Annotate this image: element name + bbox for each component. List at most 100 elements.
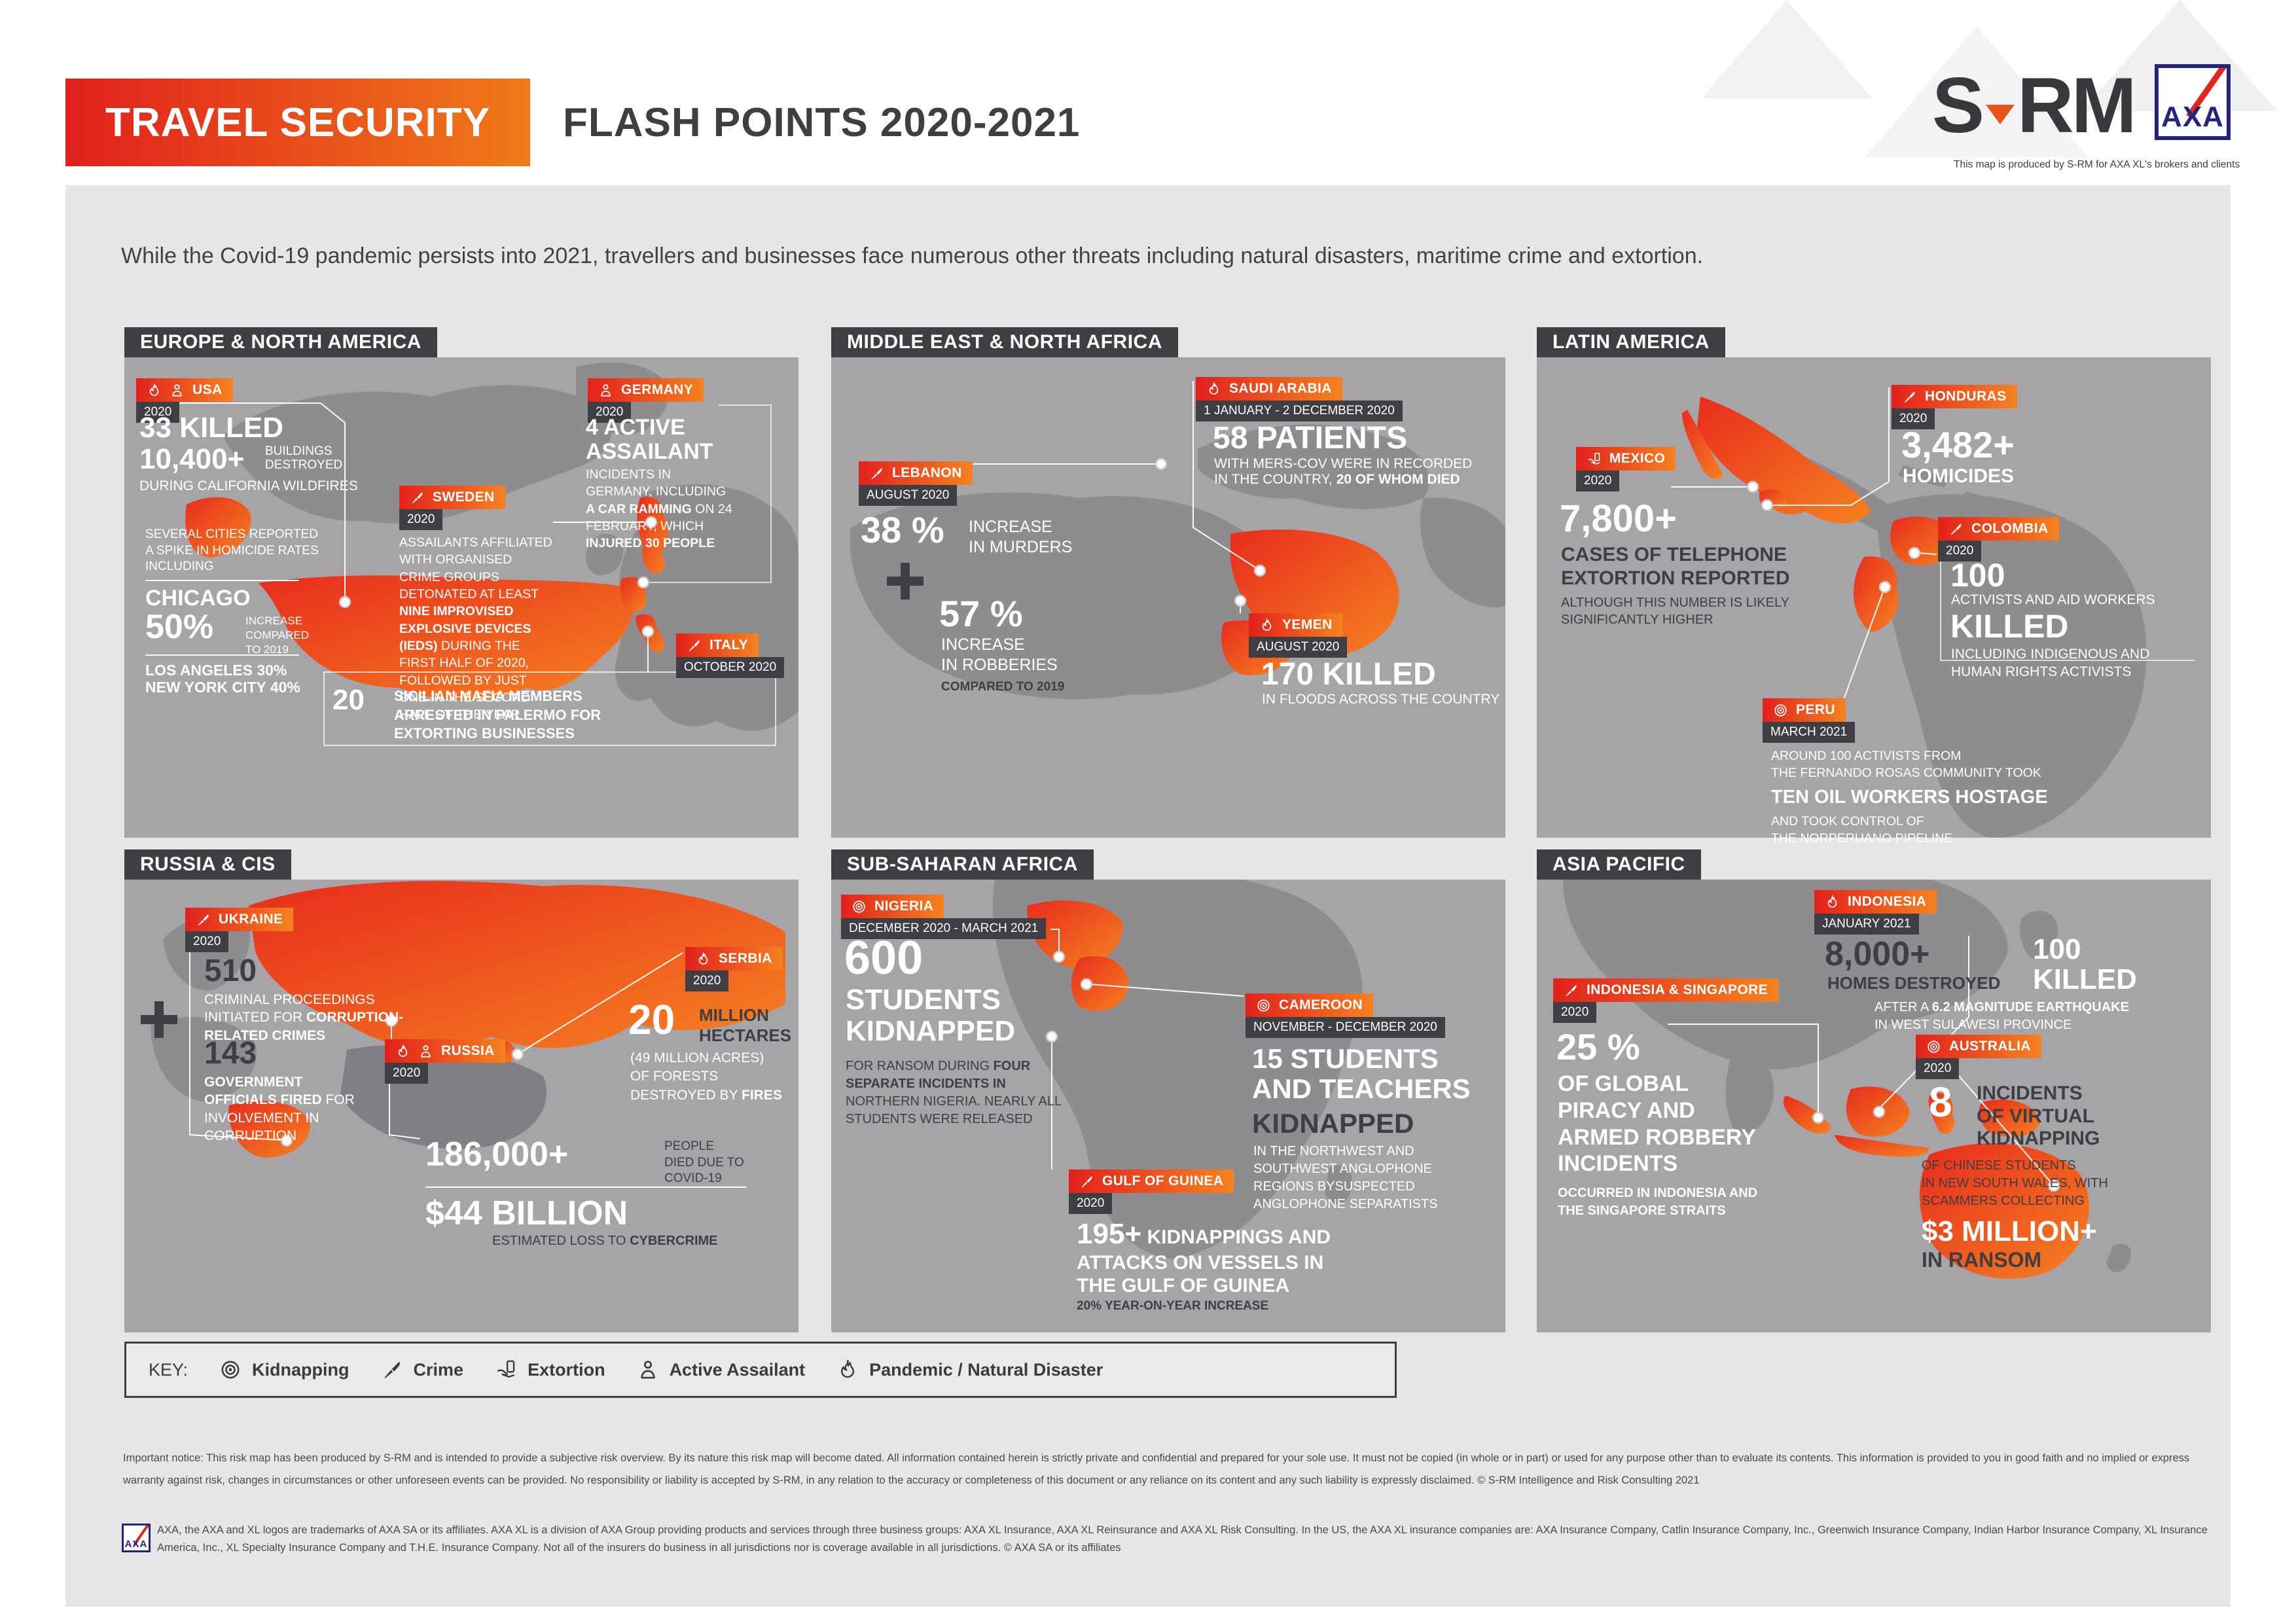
knife-icon (1948, 522, 1964, 537)
flame-icon (1206, 382, 1221, 397)
callout-tag-ukraine: UKRAINE 2020 (185, 908, 294, 952)
lebanon-pct2: 57 % (939, 593, 1023, 634)
saudi-text2: IN THE COUNTRY, 20 OF WHOM DIED (1214, 472, 1460, 487)
srm-logo: S RM (1932, 62, 2137, 149)
italy-text: SICILIAN MAFIA MEMBERS ARRESTED IN PALER… (394, 688, 601, 742)
callout-tag-serbia: SERBIA 2020 (685, 947, 783, 991)
callout-tag-russia: RUSSIA 2020 (385, 1039, 505, 1084)
axa-logo: AXA (2155, 64, 2231, 140)
ukraine-number1: 510 (204, 954, 257, 988)
usa-buildings: 10,400+ (139, 443, 245, 475)
person-icon (418, 1044, 433, 1059)
indonesia-homes-label: HOMES DESTROYED (1827, 973, 2001, 993)
russia-cyber-number: $44 BILLION (425, 1194, 628, 1232)
mexico-bold: CASES OF TELEPHONE EXTORTION REPORTED (1561, 544, 1790, 589)
callout-tag-saudi-arabia: SAUDI ARABIA 1 JANUARY - 2 DECEMBER 2020 (1196, 377, 1403, 421)
key-item-extortion: Extortion (495, 1359, 605, 1381)
panel-title: RUSSIA & CIS (124, 849, 291, 880)
cameroon-text: IN THE NORTHWEST AND SOUTHWEST ANGLOPHON… (1253, 1144, 1438, 1211)
decor-triangle (1702, 0, 1872, 98)
decor-triangle (1865, 26, 2088, 157)
callout-tag-usa: USA 2020 (136, 378, 233, 423)
usa-wildfires: DURING CALIFORNIA WILDFIRES (139, 478, 358, 493)
page-title: FLASH POINTS 2020-2021 (563, 99, 1081, 145)
flame-icon (147, 383, 162, 398)
italy-number: 20 (332, 684, 365, 716)
russia-covid-number: 186,000+ (425, 1135, 569, 1173)
indo-sing-note: OCCURRED IN INDONESIA AND THE SINGAPORE … (1558, 1186, 1758, 1218)
callout-tag-germany: GERMANY 2020 (588, 378, 704, 423)
saudi-headline: 58 PATIENTS (1213, 421, 1407, 455)
knife-icon (381, 1359, 403, 1381)
lebanon-pct2-label: INCREASE IN ROBBERIES (941, 635, 1058, 675)
callout-tag-lebanon: LEBANON AUGUST 2020 (859, 461, 973, 506)
flame-icon (696, 952, 711, 967)
germany-headline: 4 ACTIVE ASSAILANT (586, 415, 713, 464)
ukraine-number2: 143 (204, 1036, 257, 1071)
colombia-killed: KILLED (1950, 608, 2069, 645)
knife-icon (1079, 1174, 1094, 1189)
colombia-number: 100 (1950, 557, 2005, 594)
australia-ransom: IN RANSOM (1922, 1248, 2042, 1272)
australia-number: 8 (1929, 1079, 1952, 1126)
usa-killed: 33 KILLED (139, 412, 284, 444)
panel-title: LATIN AMERICA (1537, 327, 1725, 357)
peru-text: AROUND 100 ACTIVISTS FROM THE FERNANDO R… (1771, 749, 2048, 846)
russia-covid-label: PEOPLE DIED DUE TO COVID-19 (664, 1139, 744, 1186)
knife-icon (687, 638, 702, 653)
plus-sign (887, 563, 924, 599)
serbia-unit: MILLION HECTARES (699, 1005, 792, 1046)
flame-icon (836, 1359, 859, 1381)
usa-chicago-note: INCREASE COMPARED TO 2019 (245, 615, 309, 656)
person-icon (637, 1359, 659, 1381)
knife-icon (869, 466, 884, 481)
panel-middle-east-north-africa: MIDDLE EAST & NORTH AFRICA LEBANON AUGUS… (831, 327, 1505, 838)
gulf-note: 20% YEAR-ON-YEAR INCREASE (1077, 1299, 1269, 1313)
callout-tag-sweden: SWEDEN 2020 (399, 486, 505, 530)
flame-icon (1259, 618, 1274, 633)
gulf-text: 195+ KIDNAPPINGS AND ATTACKS ON VESSELS … (1077, 1218, 1331, 1297)
honduras-number: 3,482+ (1901, 424, 2015, 465)
extortion-icon (1587, 452, 1602, 467)
indonesia-homes-number: 8,000+ (1825, 935, 1930, 973)
nigeria-headline: STUDENTS KIDNAPPED (846, 984, 1016, 1048)
nigeria-text: FOR RANSOM DURING FOUR SEPARATE INCIDENT… (846, 1059, 1062, 1126)
intro-text: While the Covid-19 pandemic persists int… (121, 243, 1704, 268)
key-item-kidnapping: Kidnapping (219, 1359, 350, 1381)
callout-tag-honduras: HONDURAS 2020 (1892, 385, 2017, 429)
callout-tag-cameroon: CAMEROON NOVEMBER - DECEMBER 2020 (1246, 993, 1445, 1038)
knife-icon (1564, 983, 1579, 998)
panel-map (1537, 357, 2211, 838)
axa-mini-logo: AXA (122, 1524, 151, 1552)
srm-triangle-icon (1986, 105, 2015, 124)
callout-tag-peru: PERU MARCH 2021 (1763, 698, 1856, 743)
flame-icon (395, 1044, 410, 1059)
panel-latin-america: LATIN AMERICA (1537, 327, 2211, 846)
disclaimer-text: Important notice: This risk map has been… (123, 1452, 2190, 1486)
lebanon-pct1: 38 % (861, 509, 944, 550)
panel-title: SUB-SAHARAN AFRICA (831, 849, 1094, 880)
lebanon-pct1-label: INCREASE IN MURDERS (969, 518, 1073, 557)
indonesia-text: AFTER A 6.2 MAGNITUDE EARTHQUAKE IN WEST… (1874, 1000, 2129, 1032)
russia-cyber-label: ESTIMATED LOSS TO CYBERCRIME (492, 1234, 718, 1248)
knife-icon (410, 490, 425, 505)
key-label: KEY: (149, 1359, 188, 1380)
extortion-icon (495, 1359, 517, 1381)
panel-map (831, 357, 1505, 838)
panel-russia-cis: RUSSIA & CIS UKRAINE 2020 (124, 849, 798, 1332)
key-item-crime: Crime (381, 1359, 463, 1381)
callout-tag-mexico: MEXICO 2020 (1576, 447, 1676, 491)
key-legend: KEY: Kidnapping Crime Extortion Active A… (124, 1342, 1397, 1398)
yemen-text: IN FLOODS ACROSS THE COUNTRY (1262, 692, 1500, 707)
panel-sub-saharan-africa: SUB-SAHARAN AFRICA NIGERIA DECEMBER 2020… (831, 849, 1505, 1332)
key-item-pandemic-natural-disaster: Pandemic / Natural Disaster (836, 1359, 1103, 1381)
axa-note-text: AXA, the AXA and XL logos are trademarks… (157, 1524, 2208, 1554)
knife-icon (196, 912, 211, 927)
knife-icon (1902, 389, 1917, 404)
colombia-text2: INCLUDING INDIGENOUS AND HUMAN RIGHTS AC… (1951, 647, 2150, 680)
eye-icon (1773, 703, 1788, 718)
mexico-note: ALTHOUGH THIS NUMBER IS LIKELY SIGNIFICA… (1561, 596, 1789, 627)
usa-homicide-text: SEVERAL CITIES REPORTED A SPIKE IN HOMIC… (145, 527, 319, 574)
ukraine-text2: GOVERNMENT OFFICIALS FIRED FOR INVOLVEME… (204, 1075, 355, 1143)
